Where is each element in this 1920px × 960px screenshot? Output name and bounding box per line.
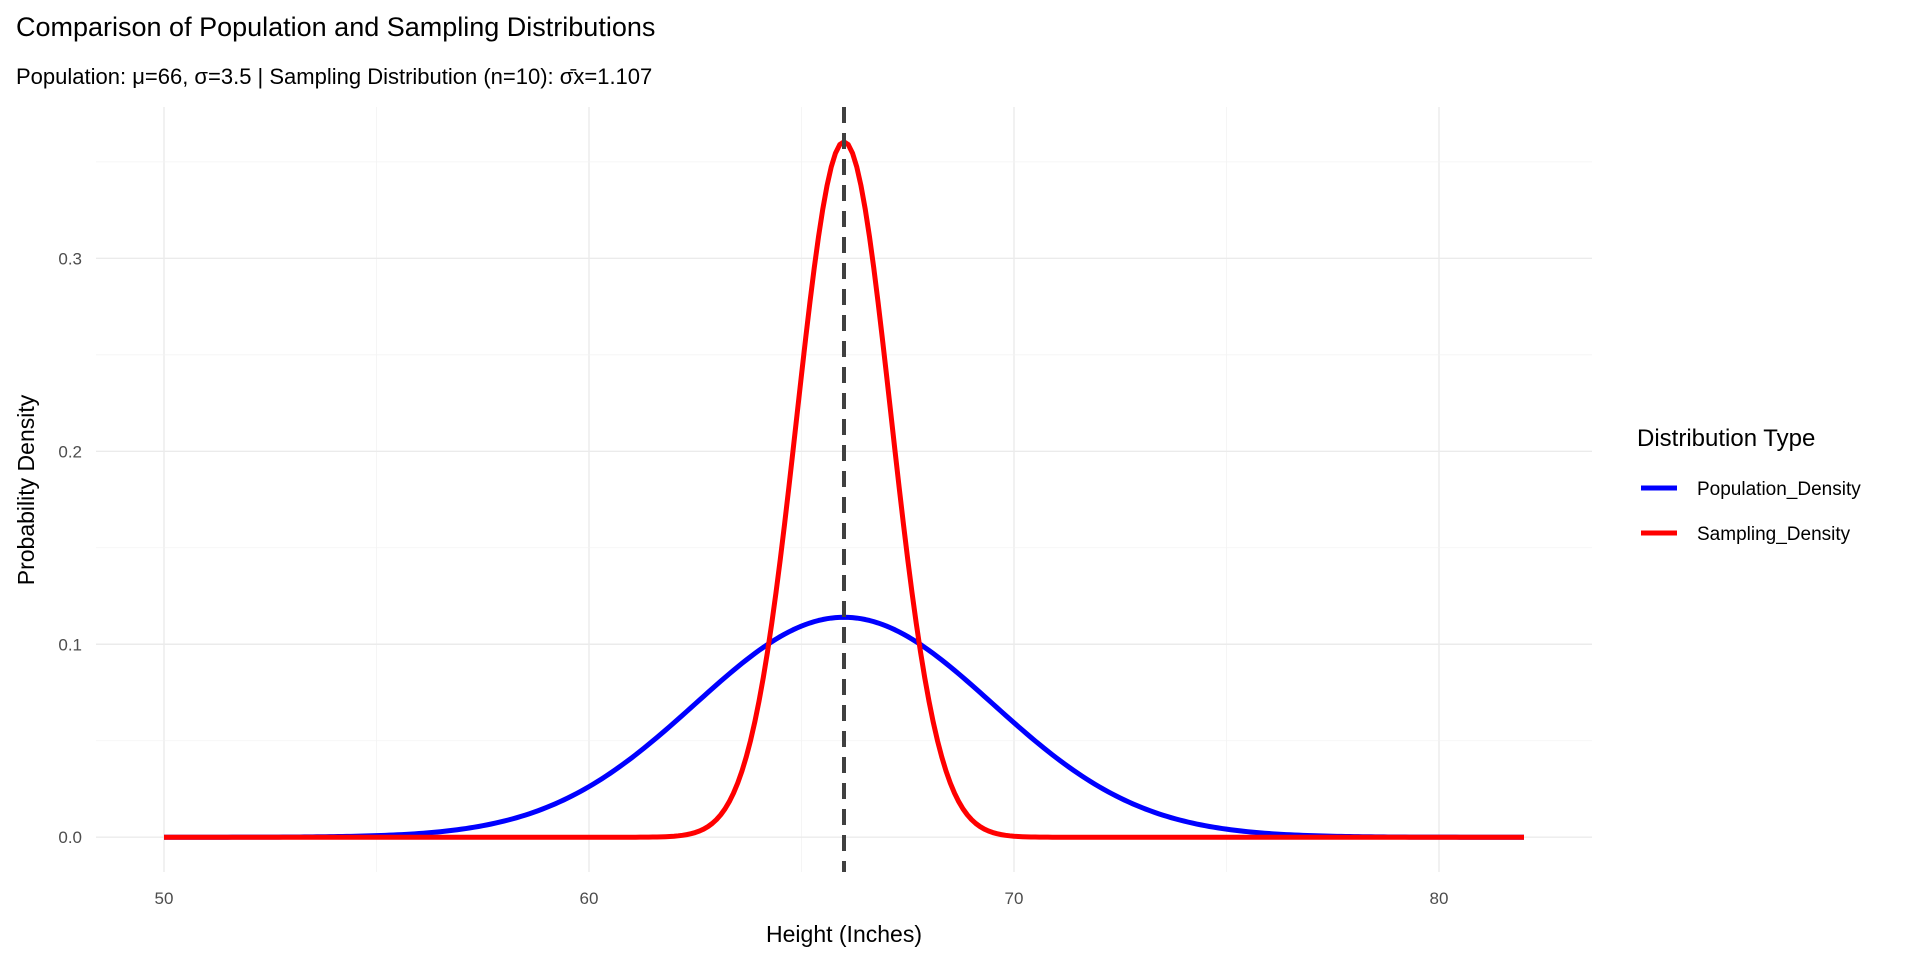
y-tick-label: 0.0	[58, 828, 82, 847]
legend-title: Distribution Type	[1637, 425, 1815, 452]
y-tick-label: 0.3	[58, 249, 82, 268]
legend: Distribution Type Population_Density Sam…	[1637, 425, 1861, 545]
chart-title: Comparison of Population and Sampling Di…	[16, 12, 655, 42]
y-tick-label: 0.2	[58, 442, 82, 461]
x-axis-title: Height (Inches)	[766, 921, 922, 947]
y-tick-label: 0.1	[58, 635, 82, 654]
x-tick-label: 70	[1005, 889, 1024, 908]
x-tick-label: 50	[155, 889, 174, 908]
tick-labels: 50 60 70 80 0.0 0.1 0.2 0.3	[58, 249, 1448, 908]
legend-label-population: Population_Density	[1697, 479, 1861, 500]
chart-subtitle: Population: μ=66, σ=3.5 | Sampling Distr…	[16, 64, 652, 89]
y-axis-title: Probability Density	[13, 394, 39, 585]
x-tick-label: 80	[1430, 889, 1449, 908]
x-tick-label: 60	[580, 889, 599, 908]
legend-label-sampling: Sampling_Density	[1697, 524, 1851, 545]
series-line-population-density	[164, 614, 1524, 840]
